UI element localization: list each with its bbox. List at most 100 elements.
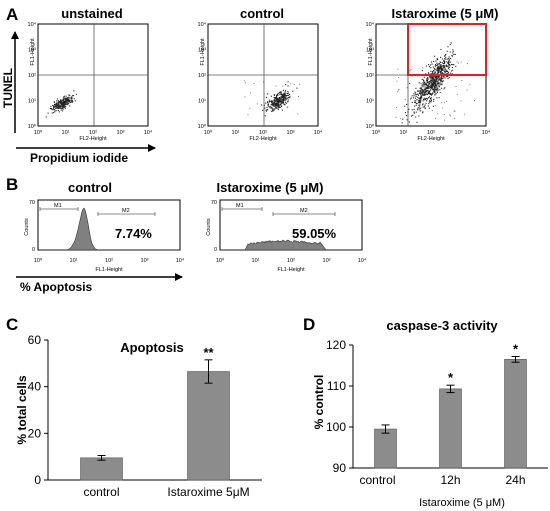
gate-label-m1-control: M1 bbox=[54, 203, 62, 209]
chart-c-ylabel: % total cells bbox=[15, 375, 29, 445]
apoptosis-percent-control: 7.74% bbox=[115, 226, 152, 241]
panel-letter-b: B bbox=[6, 175, 18, 194]
apoptosis-percent-istaroxime: 59.05% bbox=[292, 226, 337, 241]
x-tick-label: 10² bbox=[287, 258, 295, 264]
dotplot-ylabel-istaroxime: FL1-Height bbox=[368, 38, 374, 66]
y-tick-label: 10⁰ bbox=[366, 123, 375, 130]
dotplot-title-unstained: unstained bbox=[61, 6, 122, 21]
y-tick-label: 10¹ bbox=[366, 99, 374, 105]
bar bbox=[374, 428, 397, 469]
x-tick-label: 10⁴ bbox=[314, 129, 323, 136]
x-tick-label: 10⁰ bbox=[372, 129, 381, 136]
x-tick-label: 10¹ bbox=[62, 130, 70, 136]
y-tick-label: 90 bbox=[333, 461, 347, 475]
panel-letter-d: D bbox=[303, 315, 315, 334]
histogram-title-control: control bbox=[68, 180, 112, 195]
panel-c-bar-chart: Apoptosis % total cells 0 20 40 60 control **… bbox=[15, 333, 262, 499]
bar bbox=[504, 359, 527, 469]
y-tick-label: 10¹ bbox=[28, 99, 36, 105]
y-tick-label: 10¹ bbox=[198, 99, 206, 105]
category-label: control bbox=[83, 485, 119, 499]
histogram-curve-control bbox=[38, 207, 180, 251]
histogram-ymax-control: 70 bbox=[29, 200, 35, 206]
gate-label-m2-istaroxime: M2 bbox=[300, 208, 308, 214]
y-tick-label: 10² bbox=[366, 73, 374, 79]
x-tick-label: 10² bbox=[427, 130, 435, 136]
scatter-cloud-control bbox=[243, 80, 301, 117]
histogram-title-istaroxime: Istaroxime (5 μM) bbox=[217, 180, 324, 195]
scatter-cloud-unstained bbox=[45, 90, 77, 118]
histogram-xlabel-istaroxime: FL1-Height bbox=[277, 267, 305, 273]
x-tick-label: 10³ bbox=[455, 130, 463, 136]
y-tick-label: 100 bbox=[326, 420, 346, 434]
y-tick-label: 10² bbox=[198, 73, 206, 79]
dotplot-xlabel-istaroxime: FL2-Height bbox=[417, 136, 445, 142]
gate-label-m1-istaroxime: M1 bbox=[236, 203, 244, 209]
x-tick-label: 10¹ bbox=[400, 130, 408, 136]
histogram-ylabel-control: Counts bbox=[24, 218, 30, 236]
x-tick-label: 10² bbox=[259, 130, 267, 136]
y-tick-label: 10³ bbox=[366, 48, 374, 54]
x-tick-label: 10⁴ bbox=[176, 257, 185, 264]
y-tick-label: 10³ bbox=[198, 48, 206, 54]
x-tick-label: 10⁰ bbox=[216, 257, 225, 264]
x-tick-label: 10⁴ bbox=[358, 257, 367, 264]
y-tick-label: 0 bbox=[34, 473, 41, 487]
dotplot-title-istaroxime: Istaroxime (5 μM) bbox=[392, 6, 499, 21]
x-tick-label: 10² bbox=[89, 130, 97, 136]
x-tick-label: 10⁰ bbox=[34, 257, 43, 264]
category-label: control bbox=[359, 473, 395, 487]
category-label: 12h bbox=[440, 473, 460, 487]
category-label: Istaroxime 5μM bbox=[167, 485, 249, 499]
histogram-gates-control bbox=[39, 207, 156, 216]
significance-marker: * bbox=[513, 341, 519, 356]
y-tick-label: 10⁰ bbox=[198, 123, 207, 130]
x-tick-label: 10³ bbox=[117, 130, 125, 136]
dotplot-tick-labels: 10⁰10⁰10¹10¹10²10²10³10³10⁴10⁴10⁰10⁰10¹1… bbox=[28, 21, 491, 136]
panel-d-bar-chart: caspase-3 activity % control Istaroxime … bbox=[312, 318, 548, 509]
dotplot-title-control: control bbox=[240, 6, 284, 21]
y-tick-label: 10³ bbox=[28, 48, 36, 54]
significance-marker: * bbox=[448, 370, 454, 385]
histogram-curve-istaroxime bbox=[220, 239, 362, 251]
x-tick-label: 10⁴ bbox=[144, 129, 153, 136]
histogram-gates-istaroxime bbox=[221, 207, 336, 216]
percent-apoptosis-axis-label: % Apoptosis bbox=[20, 280, 93, 294]
dotplot-ylabel-unstained: FL1-Height bbox=[30, 38, 36, 66]
chart-d-ylabel: % control bbox=[312, 375, 326, 430]
x-tick-label: 10¹ bbox=[252, 258, 260, 264]
category-label: 24h bbox=[505, 473, 525, 487]
x-tick-label: 10³ bbox=[287, 130, 295, 136]
x-tick-label: 10⁰ bbox=[34, 129, 43, 136]
x-tick-label: 10³ bbox=[323, 258, 331, 264]
tunel-axis-label: TUNEL bbox=[1, 68, 15, 108]
histogram-ymax-istaroxime: 70 bbox=[211, 200, 217, 206]
x-tick-label: 10⁰ bbox=[204, 129, 213, 136]
histogram-yzero-istaroxime: 0 bbox=[214, 247, 217, 253]
x-tick-label: 10⁴ bbox=[482, 129, 491, 136]
y-tick-label: 10⁴ bbox=[366, 21, 375, 28]
bar bbox=[439, 388, 462, 469]
y-tick-label: 10⁴ bbox=[198, 21, 207, 28]
y-tick-label: 120 bbox=[326, 338, 346, 352]
histogram-xlabel-control: FL1-Height bbox=[95, 267, 123, 273]
x-tick-label: 10¹ bbox=[70, 258, 78, 264]
histogram-yzero-control: 0 bbox=[32, 247, 35, 253]
y-tick-label: 10⁴ bbox=[28, 21, 37, 28]
x-tick-label: 10³ bbox=[141, 258, 149, 264]
dotplot-xlabel-unstained: FL2-Height bbox=[79, 136, 107, 142]
dotplot-xlabel-control: FL2-Height bbox=[249, 136, 277, 142]
chart-d-title: caspase-3 activity bbox=[386, 318, 498, 333]
panel-b: control Istaroxime (5 μM) M1 M2 M1 M2 7.… bbox=[16, 180, 367, 294]
y-tick-label: 110 bbox=[327, 379, 346, 393]
histogram-tick-labels: 10⁰ 10¹ 10² 10³ 10⁴ 10⁰ 10¹ 10² 10³ 10⁴ bbox=[34, 257, 367, 264]
propidium-iodide-axis-label: Propidium iodide bbox=[30, 151, 128, 165]
y-tick-label: 10² bbox=[28, 73, 36, 79]
panel-a: unstained control Istaroxime (5 μM) FL1-… bbox=[1, 6, 498, 165]
bar bbox=[187, 371, 230, 481]
significance-marker: ** bbox=[203, 345, 214, 360]
chart-d-group-label: Istaroxime (5 μM) bbox=[419, 497, 505, 509]
y-tick-label: 20 bbox=[28, 426, 42, 440]
apoptosis-gate-box bbox=[407, 23, 487, 76]
